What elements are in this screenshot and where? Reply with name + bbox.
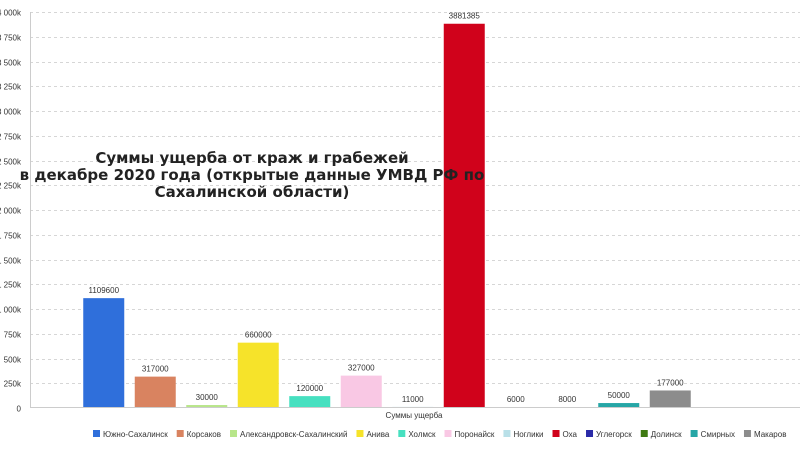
chart-title-line-2: в декабре 2020 года (открытые данные УМВ… <box>20 166 485 184</box>
x-axis-title: Суммы ущерба <box>386 411 443 420</box>
legend-item[interactable]: Корсаков <box>176 430 221 439</box>
chart-title: Суммы ущерба от краж и грабежей в декабр… <box>20 149 485 201</box>
legend-label: Александровск-Сахалинский <box>240 430 347 439</box>
y-tick-label: 3 000k <box>0 108 22 117</box>
bar[interactable] <box>289 396 331 408</box>
legend-swatch <box>398 430 406 437</box>
y-tick-label: 250k <box>4 380 22 389</box>
bar[interactable] <box>649 390 691 408</box>
legend-swatch <box>552 430 560 437</box>
bar-value-label: 327000 <box>348 364 375 373</box>
bar-value-label: 177000 <box>657 378 684 387</box>
legend-item[interactable]: Александровск-Сахалинский <box>230 430 347 439</box>
bar-value-label: 30000 <box>196 393 219 402</box>
bar-value-label: 8000 <box>558 395 576 404</box>
chart-title-line-1: Суммы ущерба от краж и грабежей <box>95 149 408 167</box>
bar-value-label: 317000 <box>142 365 169 374</box>
y-tick-label: 3 750k <box>0 34 22 43</box>
legend-swatch <box>743 430 751 437</box>
legend-label: Ноглики <box>513 430 543 439</box>
legend-item[interactable]: Анива <box>356 430 390 439</box>
legend-label: Смирных <box>701 430 735 439</box>
bar-value-label: 50000 <box>608 391 631 400</box>
legend-item[interactable]: Углегорск <box>586 430 632 439</box>
legend-swatch <box>586 430 594 437</box>
y-tick-label: 3 500k <box>0 59 22 68</box>
legend-item[interactable]: Макаров <box>743 430 786 439</box>
legend-label: Углегорск <box>596 430 632 439</box>
legend-swatch <box>176 430 184 437</box>
bar[interactable] <box>134 376 176 408</box>
legend-swatch <box>93 430 100 437</box>
legend-swatch <box>230 430 237 437</box>
legend-item[interactable]: Смирных <box>690 430 735 439</box>
legend-swatch <box>690 430 698 437</box>
bar[interactable] <box>598 403 640 408</box>
bar-value-label: 3881385 <box>449 12 481 21</box>
y-tick-label: 2 500k <box>0 158 22 167</box>
y-tick-label: 1 250k <box>0 281 22 290</box>
data-labels: 1109600 317000 30000 660000 120000 327000 1100… <box>88 12 684 404</box>
legend-label: Корсаков <box>187 430 221 439</box>
bar[interactable] <box>186 405 228 408</box>
y-tick-label: 1 750k <box>0 232 22 241</box>
legend-item[interactable]: Ноглики <box>503 430 544 439</box>
y-tick-label: 2 250k <box>0 182 22 191</box>
y-tick-label: 4 000k <box>0 9 22 18</box>
bar-value-label: 120000 <box>296 384 323 393</box>
y-tick-label: 750k <box>4 331 22 340</box>
grid-lines <box>30 12 800 384</box>
bar-value-label: 1109600 <box>88 286 119 295</box>
legend-label: Поронайск <box>455 430 495 439</box>
legend-swatch <box>503 430 511 437</box>
legend-item[interactable]: Долинск <box>640 430 682 439</box>
legend-item[interactable]: Оха <box>552 430 578 439</box>
bar[interactable] <box>83 298 125 408</box>
chart-title-line-3: Сахалинской области) <box>155 183 350 201</box>
bar-value-label: 6000 <box>507 395 525 404</box>
y-tick-label: 1 000k <box>0 306 22 315</box>
legend-swatch <box>444 430 452 437</box>
bar[interactable] <box>340 375 382 408</box>
bars <box>83 23 691 408</box>
y-tick-label: 2 000k <box>0 207 22 216</box>
y-tick-label: 3 250k <box>0 83 22 92</box>
legend-label: Анива <box>366 430 389 439</box>
bar-value-label: 11000 <box>402 395 424 404</box>
y-tick-label: 1 500k <box>0 257 22 266</box>
legend-swatch <box>356 430 364 437</box>
legend-label: Долинск <box>651 430 682 439</box>
legend-item[interactable]: Поронайск <box>444 430 495 439</box>
bar[interactable] <box>237 342 279 408</box>
legend: Южно-Сахалинск Корсаков Александровск-Саха… <box>93 430 786 439</box>
legend-label: Оха <box>563 430 578 439</box>
legend-item[interactable]: Южно-Сахалинск <box>93 430 168 439</box>
legend-label: Южно-Сахалинск <box>103 430 168 439</box>
legend-item[interactable]: Холмск <box>398 430 436 439</box>
bar[interactable] <box>443 23 485 408</box>
y-tick-label: 0 <box>17 405 22 414</box>
legend-label: Холмск <box>408 430 436 439</box>
y-axis-ticks: 0 250k 500k 750k 1 000k 1 250k 1 500k 1 750k 2 0… <box>0 9 22 414</box>
y-tick-label: 2 750k <box>0 133 22 142</box>
legend-swatch <box>640 430 648 437</box>
bar-value-label: 660000 <box>245 331 272 340</box>
legend-label: Макаров <box>754 430 786 439</box>
y-tick-label: 500k <box>4 356 22 365</box>
